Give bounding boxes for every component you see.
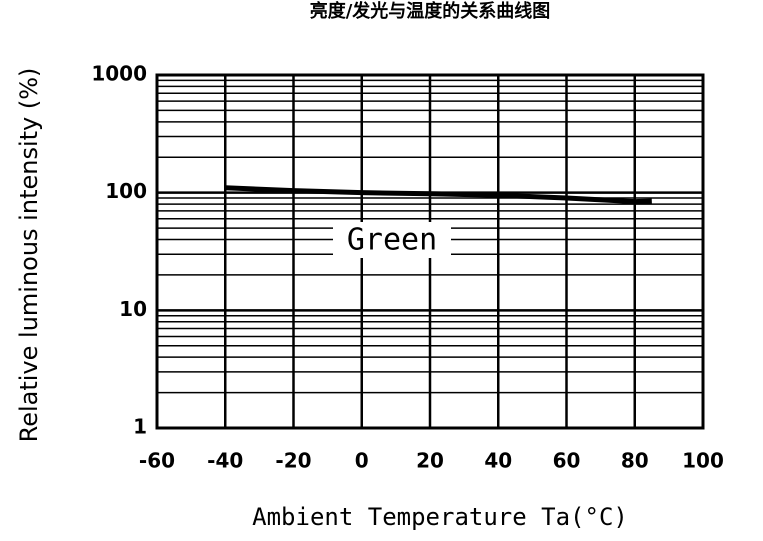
annotation-bg [333,222,451,258]
x-tick-label: 40 [484,449,512,473]
y-tick-label: 1000 [91,62,147,86]
x-tick-label: -20 [275,449,311,473]
y-tick-label: 100 [105,179,147,203]
y-tick-label: 1 [133,415,147,439]
x-tick-label: -60 [139,449,175,473]
x-tick-label: 60 [553,449,581,473]
y-tick-label: 10 [119,297,147,321]
x-tick-label: 0 [355,449,369,473]
annotation: Green [347,223,437,258]
x-tick-label: 20 [416,449,444,473]
x-tick-label: -40 [207,449,243,473]
x-tick-label: 80 [621,449,649,473]
y-axis-label: Relative luminous intensity (%) [15,68,43,443]
chart-title: 亮度/发光与温度的关系曲线图 [310,0,551,22]
data-line [225,185,652,205]
x-axis-label: Ambient Temperature Ta(°C) [252,503,628,531]
x-tick-label: 100 [682,449,724,473]
